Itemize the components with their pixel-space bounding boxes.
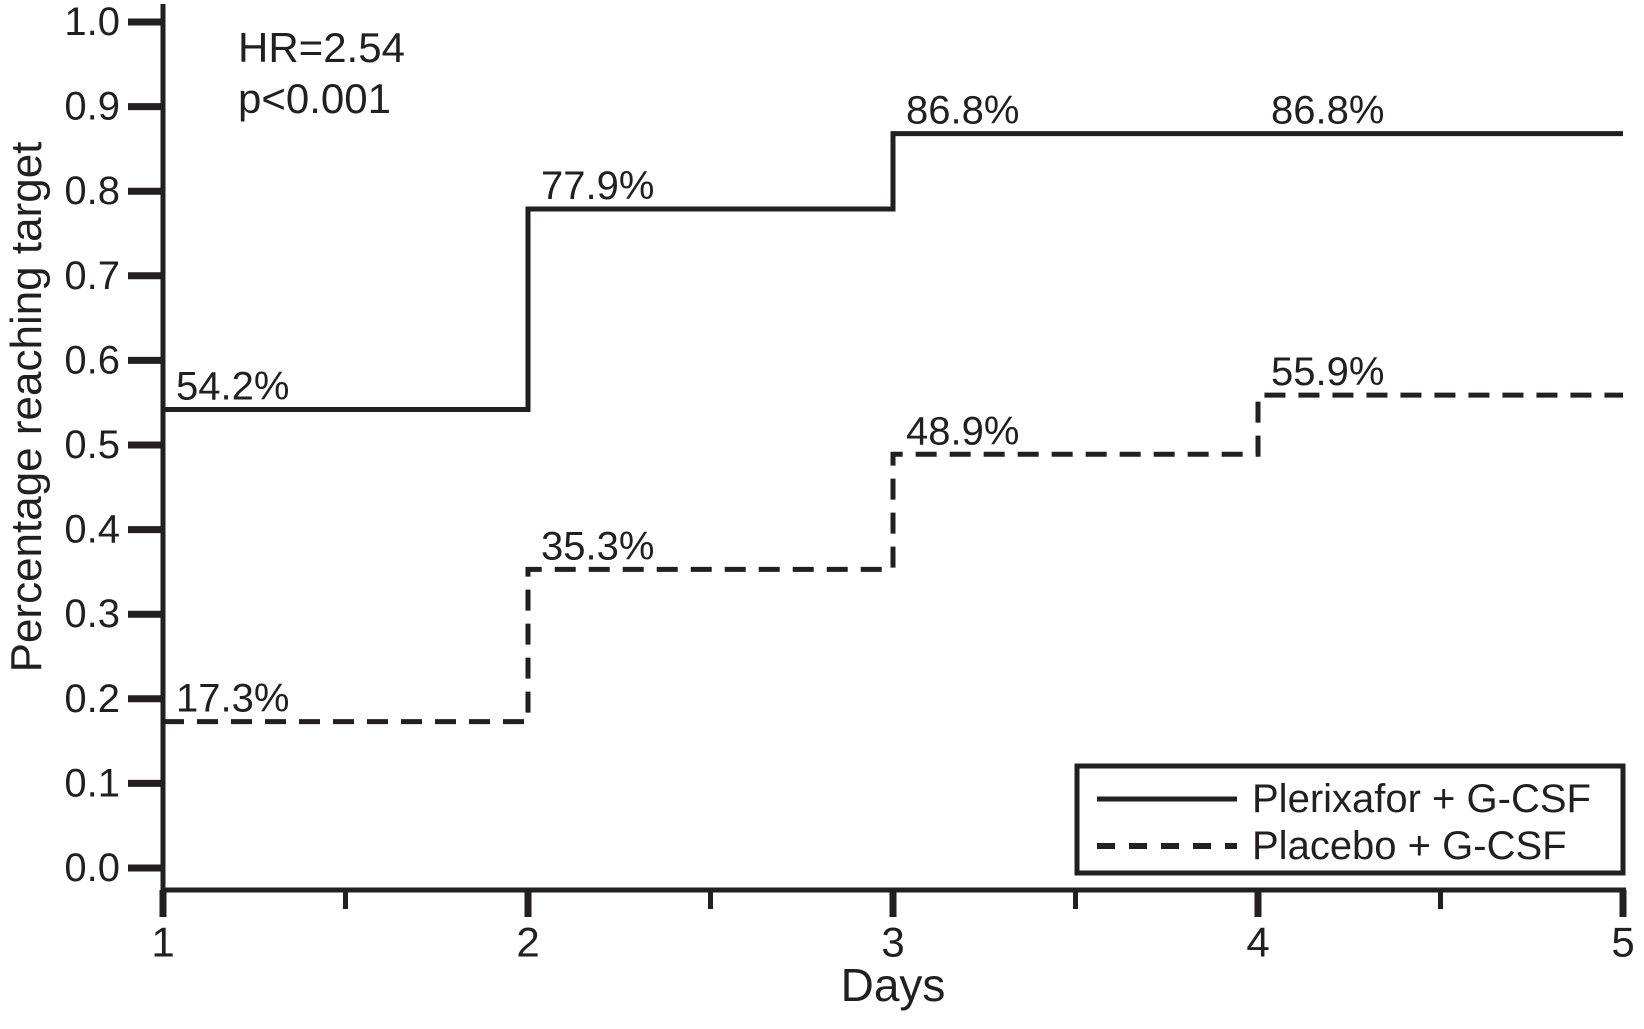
p-value-text: p<0.001 (238, 75, 391, 122)
data-label: 86.8% (1271, 89, 1384, 133)
y-tick-label: 0.4 (64, 508, 120, 552)
legend-entry-label: Placebo + G-CSF (1252, 824, 1567, 868)
y-tick-label: 0.7 (64, 254, 120, 298)
data-label: 35.3% (541, 524, 654, 568)
x-tick-label: 5 (1611, 918, 1634, 965)
data-label: 54.2% (176, 364, 289, 408)
x-axis-title: Days (840, 959, 946, 1011)
stats-annotation: HR=2.54 p<0.001 (238, 22, 405, 124)
x-tick-label: 3 (881, 918, 904, 965)
data-label: 55.9% (1271, 350, 1384, 394)
series-line-solid (163, 131, 1623, 412)
y-tick-label: 0.1 (64, 761, 120, 805)
y-axis-title: Percentage reaching target (2, 141, 51, 673)
y-tick-label: 1.0 (64, 0, 120, 44)
data-label: 77.9% (541, 164, 654, 208)
y-tick-label: 0.6 (64, 338, 120, 382)
x-tick-label: 1 (151, 918, 174, 965)
y-tick-label: 0.8 (64, 169, 120, 213)
y-tick-label: 0.3 (64, 592, 120, 636)
data-label: 86.8% (906, 89, 1019, 133)
x-tick-label: 4 (1246, 918, 1269, 965)
legend-box (1074, 763, 1626, 876)
y-tick-label: 0.9 (64, 85, 120, 129)
x-tick-label: 2 (516, 918, 539, 965)
series-line-dashed (163, 392, 1623, 725)
data-label: 17.3% (176, 677, 289, 721)
legend-entry-label: Plerixafor + G-CSF (1252, 777, 1591, 821)
y-tick-label: 0.5 (64, 423, 120, 467)
data-label: 48.9% (906, 409, 1019, 453)
hazard-ratio-text: HR=2.54 (238, 24, 405, 71)
y-tick-label: 0.0 (64, 846, 120, 890)
y-tick-label: 0.2 (64, 677, 120, 721)
